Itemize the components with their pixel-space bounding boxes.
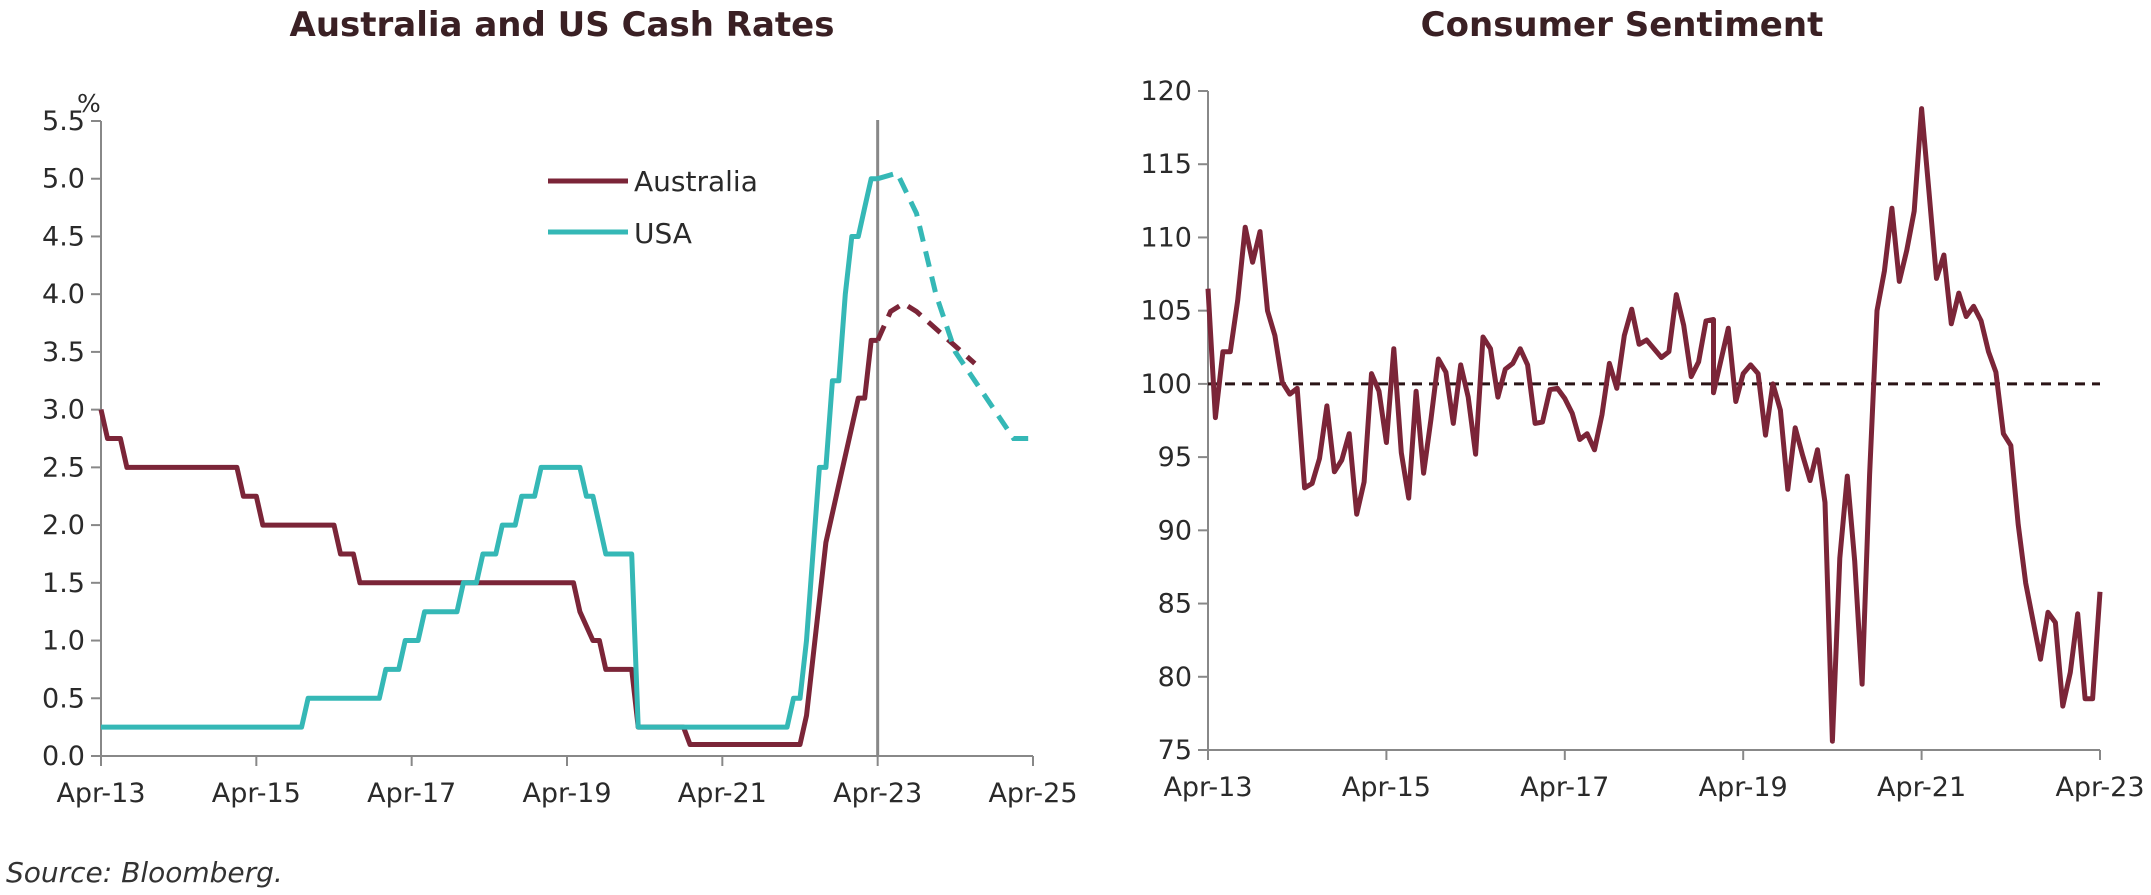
- y-tick-label: 4.5: [42, 221, 85, 252]
- series-forecast-australia: [875, 300, 977, 366]
- consumer-sentiment-chart: Consumer Sentiment 75 80 85 90 95 100 105 110 11…: [1140, 5, 2144, 803]
- y-tick-label: 85: [1158, 589, 1192, 620]
- legend-label-usa: USA: [634, 217, 692, 250]
- cash-rates-legend: Australia USA: [548, 165, 758, 250]
- y-tick-label: 110: [1140, 222, 1192, 253]
- legend-label-australia: Australia: [634, 165, 758, 198]
- y-tick-label: 1.0: [42, 626, 85, 657]
- sentiment-series: [1205, 106, 2103, 744]
- y-tick-label: 2.5: [42, 452, 85, 483]
- sentiment-x-tick-labels: Apr-13 Apr-15 Apr-17 Apr-19 Apr-21 Apr-23: [1163, 772, 2144, 803]
- cash-rates-y-tick-labels: 0.0 0.5 1.0 1.5 2.0 2.5 3.0 3.5 4.0 4.5 5.0 5.5: [42, 106, 85, 772]
- x-tick-label: Apr-13: [56, 778, 145, 809]
- y-tick-label: 5.5: [42, 106, 85, 137]
- series-line-usa: [101, 176, 878, 730]
- y-tick-label: 115: [1140, 149, 1192, 180]
- x-tick-label: Apr-19: [522, 778, 611, 809]
- y-tick-label: 2.0: [42, 510, 85, 541]
- sentiment-axes: [1198, 90, 2101, 760]
- y-tick-label: 5.0: [42, 164, 85, 195]
- y-tick-label: 75: [1158, 735, 1192, 766]
- x-tick-label: Apr-15: [1342, 772, 1431, 803]
- y-tick-label: 0.5: [42, 683, 85, 714]
- y-tick-label: 3.5: [42, 337, 85, 368]
- x-tick-label: Apr-25: [988, 778, 1077, 809]
- cash-rates-series: [98, 170, 1033, 747]
- series-line-sentiment: [1205, 106, 2103, 744]
- y-tick-label: 90: [1158, 515, 1192, 546]
- x-tick-label: Apr-13: [1163, 772, 1252, 803]
- y-tick-label: 3.0: [42, 395, 85, 426]
- y-tick-label: 105: [1140, 296, 1192, 327]
- series-forecast-usa: [876, 170, 1033, 441]
- cash-rates-title: Australia and US Cash Rates: [290, 5, 835, 45]
- y-tick-label: 1.5: [42, 568, 85, 599]
- x-tick-label: Apr-23: [833, 778, 922, 809]
- x-tick-label: Apr-17: [367, 778, 456, 809]
- y-tick-label: 100: [1140, 369, 1192, 400]
- cash-rates-axes: [91, 120, 1034, 766]
- x-tick-label: Apr-19: [1699, 772, 1788, 803]
- cash-rates-x-tick-labels: Apr-13 Apr-15 Apr-17 Apr-19 Apr-21 Apr-23 Apr-…: [56, 778, 1077, 809]
- y-tick-label: 80: [1158, 662, 1192, 693]
- y-tick-label: 95: [1158, 442, 1192, 473]
- cash-rates-unit-label: %: [77, 89, 101, 118]
- x-tick-label: Apr-21: [678, 778, 767, 809]
- y-tick-label: 4.0: [42, 279, 85, 310]
- source-note: Source: Bloomberg.: [6, 856, 283, 889]
- x-tick-label: Apr-17: [1520, 772, 1609, 803]
- consumer-sentiment-title: Consumer Sentiment: [1421, 5, 1824, 45]
- y-tick-label: 120: [1140, 76, 1192, 107]
- x-tick-label: Apr-23: [2055, 772, 2144, 803]
- x-tick-label: Apr-15: [212, 778, 301, 809]
- x-tick-label: Apr-21: [1877, 772, 1966, 803]
- series-line-australia: [98, 337, 878, 747]
- y-tick-label: 0.0: [42, 741, 85, 772]
- cash-rates-chart: Australia and US Cash Rates % 0.0 0.5 1.0 1…: [42, 5, 1078, 809]
- sentiment-y-tick-labels: 75 80 85 90 95 100 105 110 115 120: [1140, 76, 1192, 766]
